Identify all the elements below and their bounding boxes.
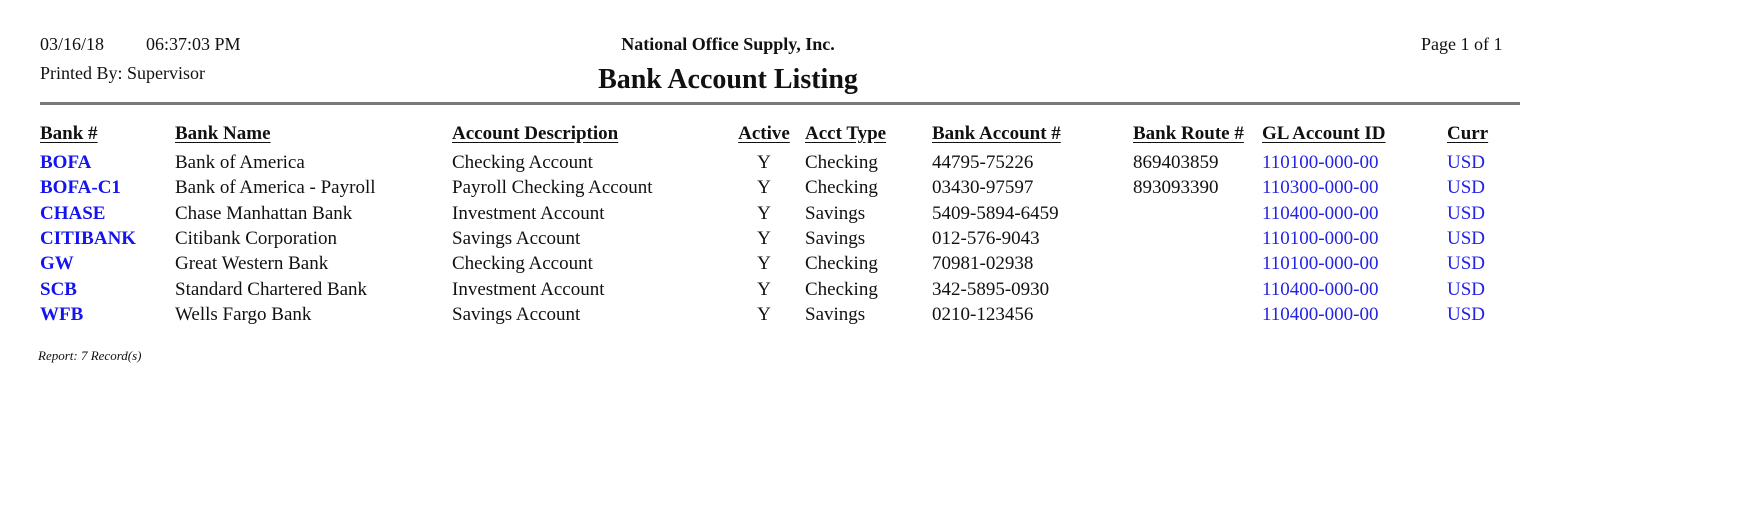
col-bank-number: Bank # [40,123,98,144]
cell-bank-number[interactable]: WFB [40,303,84,325]
cell-bank-name: Chase Manhattan Bank [175,202,353,224]
cell-bank-name: Citibank Corporation [175,227,338,249]
cell-currency[interactable]: USD [1447,227,1486,249]
cell-currency[interactable]: USD [1447,152,1486,173]
cell-bank-number[interactable]: GW [40,253,74,275]
cell-acct-type: Savings [805,202,866,224]
col-bank-account-number: Bank Account # [932,123,1061,144]
record-count: Report: 7 Record(s) [38,348,142,363]
cell-active: Y [757,152,771,173]
table-row: BOFA Bank of America Checking Account Y Chec… [0,152,1743,177]
cell-bank-route-number: 893093390 [1133,177,1219,199]
cell-bank-number[interactable]: CHASE [40,202,106,224]
company-name: National Office Supply, Inc. [621,34,835,54]
table-row: SCB Standard Chartered Bank Investment Acc… [0,279,1743,304]
col-bank-name: Bank Name [175,123,271,144]
cell-bank-account-number: 70981-02938 [932,253,1034,275]
table-row: CITIBANK Citibank Corporation Savings Acco… [0,228,1743,253]
cell-bank-account-number: 012-576-9043 [932,227,1040,249]
cell-active: Y [757,177,771,199]
cell-acct-type: Checking [805,177,878,199]
cell-bank-name: Great Western Bank [175,253,329,275]
cell-account-description: Checking Account [452,152,593,173]
table-row: GW Great Western Bank Checking Account Y Che… [0,253,1743,278]
cell-bank-number[interactable]: BOFA [40,152,92,173]
cell-bank-number[interactable]: BOFA-C1 [40,177,121,199]
cell-account-description: Savings Account [452,227,581,249]
cell-gl-account-id[interactable]: 110400-000-00 [1262,303,1379,325]
cell-account-description: Investment Account [452,202,605,224]
cell-acct-type: Checking [805,152,878,173]
cell-bank-name: Standard Chartered Bank [175,278,368,300]
cell-bank-account-number: 342-5895-0930 [932,278,1050,300]
cell-bank-name: Bank of America [175,152,305,173]
cell-bank-name: Bank of America - Payroll [175,177,376,199]
cell-bank-number[interactable]: CITIBANK [40,227,137,249]
cell-bank-account-number: 0210-123456 [932,303,1034,325]
cell-account-description: Checking Account [452,253,593,275]
cell-gl-account-id[interactable]: 110100-000-00 [1262,253,1379,275]
table-row: CHASE Chase Manhattan Bank Investment Acco… [0,203,1743,228]
cell-acct-type: Savings [805,303,866,325]
cell-active: Y [757,227,771,249]
col-account-description: Account Description [452,123,619,144]
col-active: Active [738,123,790,144]
cell-gl-account-id[interactable]: 110400-000-00 [1262,202,1379,224]
col-acct-type: Acct Type [805,123,887,144]
cell-bank-number[interactable]: SCB [40,278,77,300]
col-bank-route-number: Bank Route # [1133,123,1244,144]
cell-acct-type: Checking [805,253,878,275]
report-title: Bank Account Listing [598,64,858,95]
printed-by: Printed By: Supervisor [40,63,205,83]
cell-active: Y [757,303,771,325]
table-header: Bank # Bank Name Account Description Act… [0,123,1743,148]
print-time: 06:37:03 PM [146,34,241,54]
cell-gl-account-id[interactable]: 110100-000-00 [1262,152,1379,173]
table-row: BOFA-C1 Bank of America - Payroll Payroll … [0,177,1743,202]
col-gl-account-id: GL Account ID [1262,123,1386,144]
cell-account-description: Investment Account [452,278,605,300]
cell-currency[interactable]: USD [1447,253,1486,275]
cell-active: Y [757,278,771,300]
cell-currency[interactable]: USD [1447,303,1486,325]
cell-currency[interactable]: USD [1447,177,1486,199]
print-date: 03/16/18 [40,34,105,54]
page-number: Page 1 of 1 [1421,34,1503,54]
col-currency: Curr [1447,123,1489,144]
header-divider [40,102,1520,105]
cell-account-description: Savings Account [452,303,581,325]
cell-account-description: Payroll Checking Account [452,177,653,199]
cell-active: Y [757,253,771,275]
table-row: WFB Wells Fargo Bank Savings Account Y Savin… [0,304,1743,329]
cell-bank-name: Wells Fargo Bank [175,303,312,325]
cell-bank-account-number: 44795-75226 [932,152,1034,173]
cell-gl-account-id[interactable]: 110400-000-00 [1262,278,1379,300]
cell-bank-account-number: 03430-97597 [932,177,1034,199]
cell-acct-type: Savings [805,227,866,249]
cell-active: Y [757,202,771,224]
cell-currency[interactable]: USD [1447,278,1486,300]
cell-gl-account-id[interactable]: 110100-000-00 [1262,227,1379,249]
cell-acct-type: Checking [805,278,878,300]
cell-bank-account-number: 5409-5894-6459 [932,202,1059,224]
cell-bank-route-number: 869403859 [1133,152,1219,173]
cell-gl-account-id[interactable]: 110300-000-00 [1262,177,1379,199]
cell-currency[interactable]: USD [1447,202,1486,224]
